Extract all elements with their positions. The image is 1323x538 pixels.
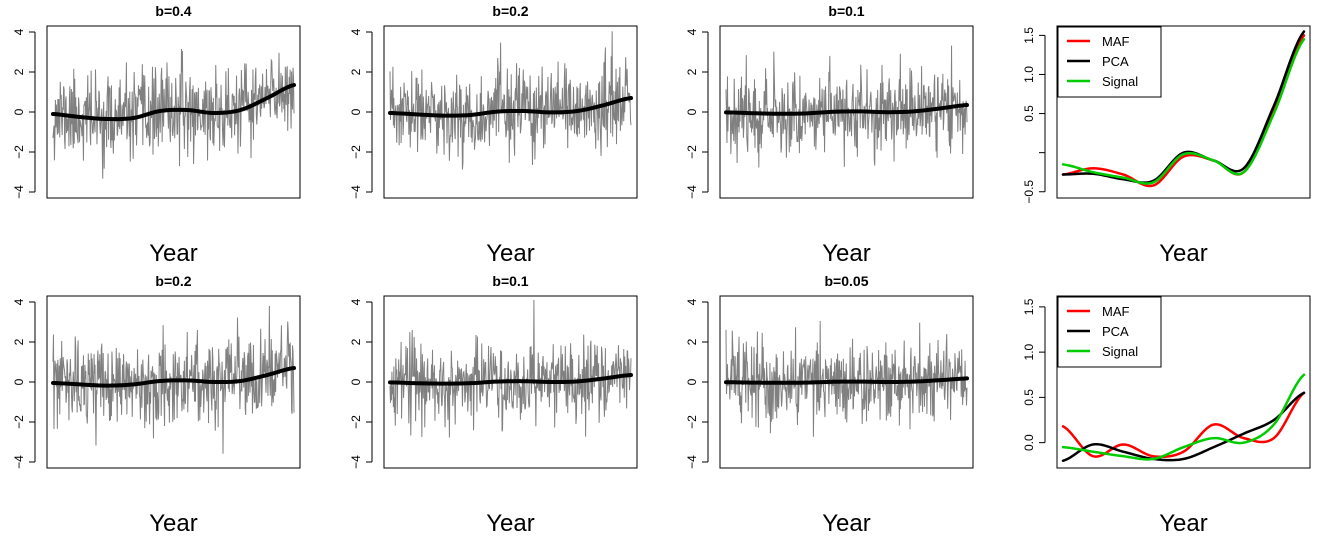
legend-label: MAF xyxy=(1102,34,1130,49)
y-tick-label: 0 xyxy=(12,108,26,115)
noisy-series-line xyxy=(725,321,968,437)
y-tick-label: 2 xyxy=(685,338,699,345)
y-tick-label: 0 xyxy=(12,378,26,385)
panel-2: 4 2 0 −2 −4 b=0.2 Year xyxy=(349,3,638,267)
plot-frame xyxy=(383,295,638,469)
smooth-trend-line xyxy=(724,376,969,385)
y-tick-label: 0.0 xyxy=(1022,434,1036,451)
panel-5: 4 2 0 −2 −4 b=0.2 Year xyxy=(12,273,301,537)
y-tick-label: −4 xyxy=(349,455,363,469)
plot-frame xyxy=(46,295,301,469)
panel-3: 4 2 0 −2 −4 b=0.1 Year xyxy=(685,3,974,267)
panel-4: 1.5 1.0 0.5 −0.5 Year MAF PCA Signal xyxy=(1022,25,1311,267)
noisy-series-line xyxy=(389,299,632,438)
plot-frame xyxy=(46,25,301,199)
y-tick-label: 2 xyxy=(12,338,26,345)
plot-frame xyxy=(383,25,638,199)
y-tick-label: 4 xyxy=(349,28,363,35)
panel-title: b=0.05 xyxy=(825,273,869,289)
y-tick-label: −2 xyxy=(12,415,26,429)
x-axis-label: Year xyxy=(1159,240,1208,267)
x-axis-label: Year xyxy=(1159,510,1208,537)
x-axis-label: Year xyxy=(149,510,198,537)
y-tick-label: −4 xyxy=(685,185,699,199)
series-line-pca xyxy=(1061,391,1306,463)
y-tick-label: 1.0 xyxy=(1022,66,1036,83)
y-tick-label: −2 xyxy=(685,145,699,159)
legend-label: MAF xyxy=(1102,304,1130,319)
y-tick-label: 2 xyxy=(685,68,699,75)
y-tick-label: 0 xyxy=(349,108,363,115)
y-tick-label: −2 xyxy=(685,415,699,429)
y-tick-label: 4 xyxy=(685,298,699,305)
plot-frame xyxy=(1056,25,1311,199)
y-tick-label: 2 xyxy=(349,338,363,345)
legend-label: PCA xyxy=(1102,54,1129,69)
y-tick-label: −2 xyxy=(349,415,363,429)
y-tick-label: −0.5 xyxy=(1022,180,1036,204)
plot-frame xyxy=(719,25,974,199)
y-tick-label: 0 xyxy=(685,108,699,115)
y-tick-label: −4 xyxy=(12,185,26,199)
x-axis-label: Year xyxy=(149,240,198,267)
y-tick-label: −2 xyxy=(12,145,26,159)
y-tick-label: −4 xyxy=(685,455,699,469)
plot-frame xyxy=(1056,295,1311,469)
y-tick-label: 4 xyxy=(12,28,26,35)
smooth-trend-line xyxy=(388,96,633,118)
legend-label: Signal xyxy=(1102,74,1138,89)
y-tick-label: −2 xyxy=(349,145,363,159)
noisy-series-line xyxy=(389,31,632,170)
legend-label: PCA xyxy=(1102,324,1129,339)
panel-6: 4 2 0 −2 −4 b=0.1 Year xyxy=(349,273,638,537)
y-tick-label: 1.5 xyxy=(1022,298,1036,315)
x-axis-label: Year xyxy=(486,240,535,267)
y-tick-label: −4 xyxy=(349,185,363,199)
panel-title: b=0.2 xyxy=(492,3,528,19)
x-axis-label: Year xyxy=(822,240,871,267)
noisy-series-line xyxy=(52,306,295,454)
panel-title: b=0.1 xyxy=(492,273,528,289)
x-axis-label: Year xyxy=(822,510,871,537)
x-axis-label: Year xyxy=(486,510,535,537)
panel-title: b=0.4 xyxy=(155,3,191,19)
panel-1: 4 2 0 −2 −4 b=0.4 Year xyxy=(12,3,301,267)
y-tick-label: 0 xyxy=(685,378,699,385)
smooth-trend-line xyxy=(388,373,633,386)
noisy-series-line xyxy=(725,45,968,168)
legend: MAF PCA Signal xyxy=(1057,26,1162,98)
y-tick-label: 2 xyxy=(349,68,363,75)
panel-7: 4 2 0 −2 −4 b=0.05 Year xyxy=(685,273,974,537)
y-tick-label: 1.0 xyxy=(1022,343,1036,360)
smooth-trend-line xyxy=(51,83,296,122)
smooth-trend-line xyxy=(724,103,969,116)
legend: MAF PCA Signal xyxy=(1057,296,1162,368)
panel-8: 1.5 1.0 0.5 0.0 Year MAF PCA Signal xyxy=(1022,295,1311,537)
series-line-signal xyxy=(1061,38,1306,185)
panel-title: b=0.1 xyxy=(828,3,864,19)
y-tick-label: 0.5 xyxy=(1022,389,1036,406)
plot-frame xyxy=(719,295,974,469)
y-tick-label: 2 xyxy=(12,68,26,75)
panel-title: b=0.2 xyxy=(155,273,191,289)
y-tick-label: −4 xyxy=(12,455,26,469)
y-tick-label: 0.5 xyxy=(1022,105,1036,122)
y-tick-label: 4 xyxy=(12,298,26,305)
y-tick-label: 1.5 xyxy=(1022,27,1036,44)
noisy-series-line xyxy=(52,48,295,179)
y-tick-label: 4 xyxy=(349,298,363,305)
legend-box xyxy=(1057,26,1162,98)
smooth-trend-line xyxy=(51,366,296,388)
y-tick-label: 0 xyxy=(349,378,363,385)
series-line-signal xyxy=(1061,373,1306,461)
y-tick-label: 4 xyxy=(685,28,699,35)
legend-label: Signal xyxy=(1102,344,1138,359)
